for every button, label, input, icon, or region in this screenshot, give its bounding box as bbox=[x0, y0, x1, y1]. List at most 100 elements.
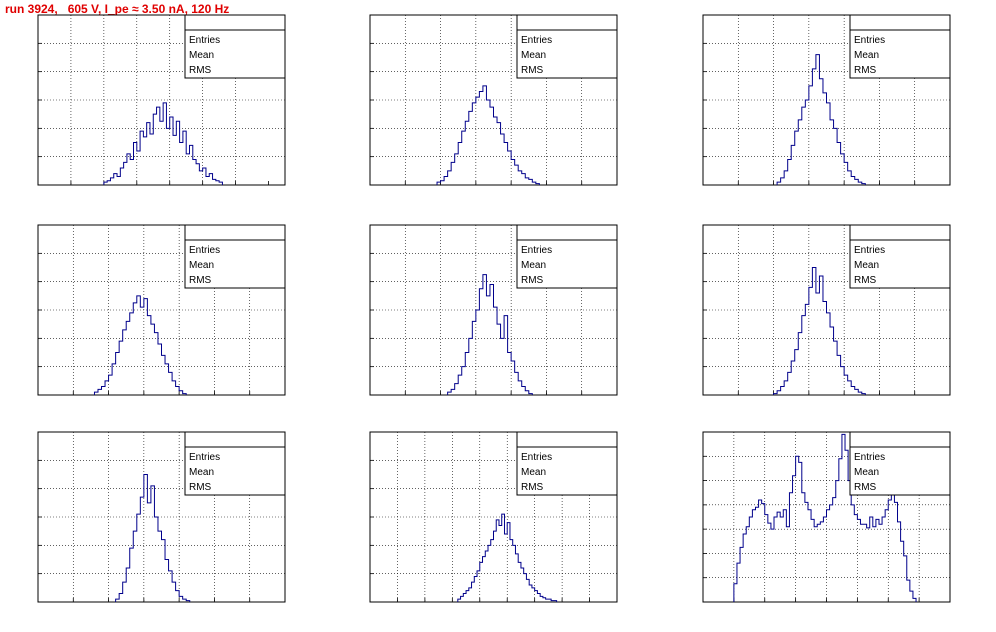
histogram-bin bbox=[465, 121, 469, 185]
histogram-bin bbox=[483, 557, 486, 602]
histogram-bin bbox=[119, 594, 123, 603]
histogram-line bbox=[733, 433, 917, 602]
histogram-pad-h_asym38: Entries Mean RMS bbox=[369, 224, 618, 396]
histogram-bin bbox=[472, 321, 476, 395]
histogram-bin bbox=[130, 160, 133, 186]
histogram-bin bbox=[154, 517, 158, 602]
histogram-bin bbox=[496, 520, 499, 602]
histogram-title-box bbox=[849, 14, 951, 31]
histogram-bin bbox=[529, 179, 533, 185]
histogram-bin bbox=[796, 456, 799, 602]
histogram-bin bbox=[864, 524, 867, 602]
histogram-pad-h_asym36: Entries Mean RMS bbox=[702, 14, 951, 186]
histogram-bin bbox=[479, 92, 483, 186]
histogram-bin bbox=[176, 387, 180, 396]
histogram-bin bbox=[522, 174, 526, 185]
stats-key-mean: Mean bbox=[189, 260, 214, 271]
histogram-line bbox=[115, 474, 191, 602]
histogram-bin bbox=[812, 69, 816, 185]
histogram-bin bbox=[462, 367, 466, 395]
histogram-bin bbox=[525, 178, 529, 185]
histogram-title-box bbox=[849, 224, 951, 241]
histogram-bin bbox=[830, 327, 834, 395]
histogram-bin bbox=[795, 350, 799, 395]
stats-key-entries: Entries bbox=[521, 35, 552, 46]
histogram-pad-h_asym32: Entries Mean RMS bbox=[37, 431, 286, 603]
histogram-bin bbox=[830, 505, 833, 602]
histogram-bin bbox=[448, 171, 452, 185]
stats-key-entries: Entries bbox=[854, 245, 885, 256]
histogram-bin bbox=[755, 507, 758, 602]
histogram-bin bbox=[186, 154, 189, 185]
histogram-bin bbox=[841, 154, 845, 185]
histogram-line bbox=[103, 102, 223, 185]
stats-key-mean: Mean bbox=[854, 467, 879, 478]
stats-box: Entries Mean RMS bbox=[184, 224, 286, 289]
histogram-bin bbox=[151, 324, 155, 395]
histogram-line bbox=[447, 274, 533, 395]
stats-key-mean: Mean bbox=[854, 50, 879, 61]
histogram-bin bbox=[802, 316, 806, 395]
histogram-bin bbox=[130, 548, 134, 602]
histogram-bin bbox=[836, 481, 839, 602]
stats-key-mean: Mean bbox=[521, 50, 546, 61]
histogram-bin bbox=[857, 519, 860, 602]
histogram-bin bbox=[165, 560, 169, 603]
histogram-bin bbox=[137, 151, 140, 185]
histogram-bin bbox=[494, 307, 498, 395]
histogram-title-box bbox=[184, 14, 286, 31]
histogram-bin bbox=[515, 372, 519, 395]
histogram-bin bbox=[490, 285, 494, 396]
histogram-bin bbox=[891, 493, 894, 602]
plot-area: Entries Mean RMS bbox=[37, 431, 286, 603]
stats-key-mean: Mean bbox=[521, 260, 546, 271]
histogram-bin bbox=[151, 486, 155, 602]
histogram-bin bbox=[165, 364, 169, 395]
histogram-bin bbox=[469, 338, 473, 395]
histogram-bin bbox=[834, 128, 838, 185]
histogram-bin bbox=[510, 540, 513, 602]
stats-panel bbox=[849, 29, 951, 79]
histogram-bin bbox=[759, 500, 762, 602]
histogram-bin bbox=[119, 341, 123, 395]
histogram-bin bbox=[771, 529, 774, 602]
stats-key-rms: RMS bbox=[521, 275, 544, 286]
histogram-bin bbox=[501, 134, 505, 185]
histogram-bin bbox=[172, 381, 176, 395]
histogram-bin bbox=[123, 330, 127, 395]
stats-box: Entries Mean RMS bbox=[184, 431, 286, 496]
histogram-bin bbox=[206, 177, 209, 186]
histogram-bin bbox=[486, 100, 490, 185]
histogram-bin bbox=[501, 338, 505, 395]
histogram-bin bbox=[109, 375, 113, 395]
histogram-bin bbox=[885, 510, 888, 602]
plot-area: Entries Mean RMS bbox=[369, 431, 618, 603]
histogram-bin bbox=[809, 86, 813, 185]
histogram-bin bbox=[504, 534, 507, 602]
histogram-bin bbox=[169, 372, 173, 395]
histogram-bin bbox=[795, 131, 799, 185]
stats-key-rms: RMS bbox=[854, 275, 877, 286]
histogram-bin bbox=[780, 517, 783, 602]
histogram-bin bbox=[458, 375, 462, 395]
histogram-bin bbox=[817, 524, 820, 602]
stats-box: Entries Mean RMS bbox=[516, 224, 618, 289]
histogram-bin bbox=[812, 268, 816, 396]
histogram-bin bbox=[140, 307, 144, 395]
stats-panel bbox=[849, 239, 951, 289]
histogram-bin bbox=[126, 568, 130, 602]
histogram-bin bbox=[844, 162, 848, 185]
histogram-bin bbox=[798, 333, 802, 395]
histogram-bin bbox=[841, 367, 845, 395]
histogram-bin bbox=[504, 316, 508, 395]
stats-box: Entries Mean RMS bbox=[849, 431, 951, 496]
plot-area: Entries Mean RMS bbox=[702, 224, 951, 396]
histogram-bin bbox=[823, 93, 827, 185]
histogram-bin bbox=[158, 344, 162, 395]
histogram-bin bbox=[816, 55, 820, 185]
histogram-bin bbox=[116, 353, 120, 396]
histogram-bin bbox=[802, 493, 805, 602]
histogram-bin bbox=[830, 120, 834, 185]
histogram-line bbox=[773, 267, 866, 395]
histogram-bin bbox=[176, 591, 180, 602]
